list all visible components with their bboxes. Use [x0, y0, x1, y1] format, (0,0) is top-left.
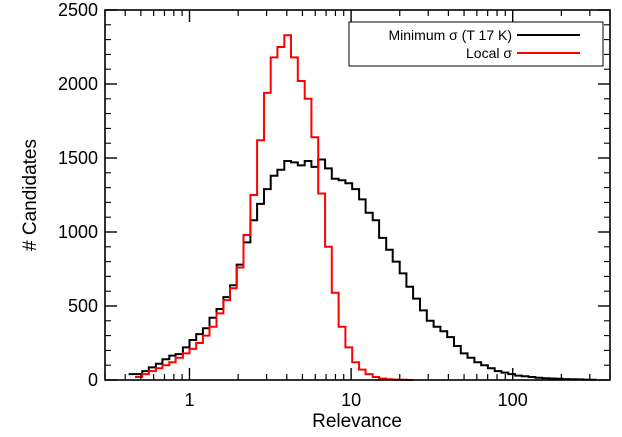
y-tick-label: 2500	[58, 0, 98, 20]
y-tick-label: 500	[68, 296, 98, 316]
y-tick-label: 1500	[58, 148, 98, 168]
x-tick-label: 1	[184, 390, 194, 410]
x-tick-label: 100	[498, 390, 528, 410]
y-axis-title: # Candidates	[20, 139, 41, 251]
y-tick-label: 1000	[58, 222, 98, 242]
y-tick-label: 0	[88, 370, 98, 390]
legend-label-local-sigma: Local σ	[466, 45, 512, 61]
y-tick-label: 2000	[58, 74, 98, 94]
legend-label-minimum-sigma: Minimum σ (T 17 K)	[388, 27, 512, 43]
legend: Minimum σ (T 17 K) Local σ	[349, 22, 603, 66]
x-axis-title: Relevance	[312, 411, 402, 432]
x-tick-label: 10	[341, 390, 361, 410]
